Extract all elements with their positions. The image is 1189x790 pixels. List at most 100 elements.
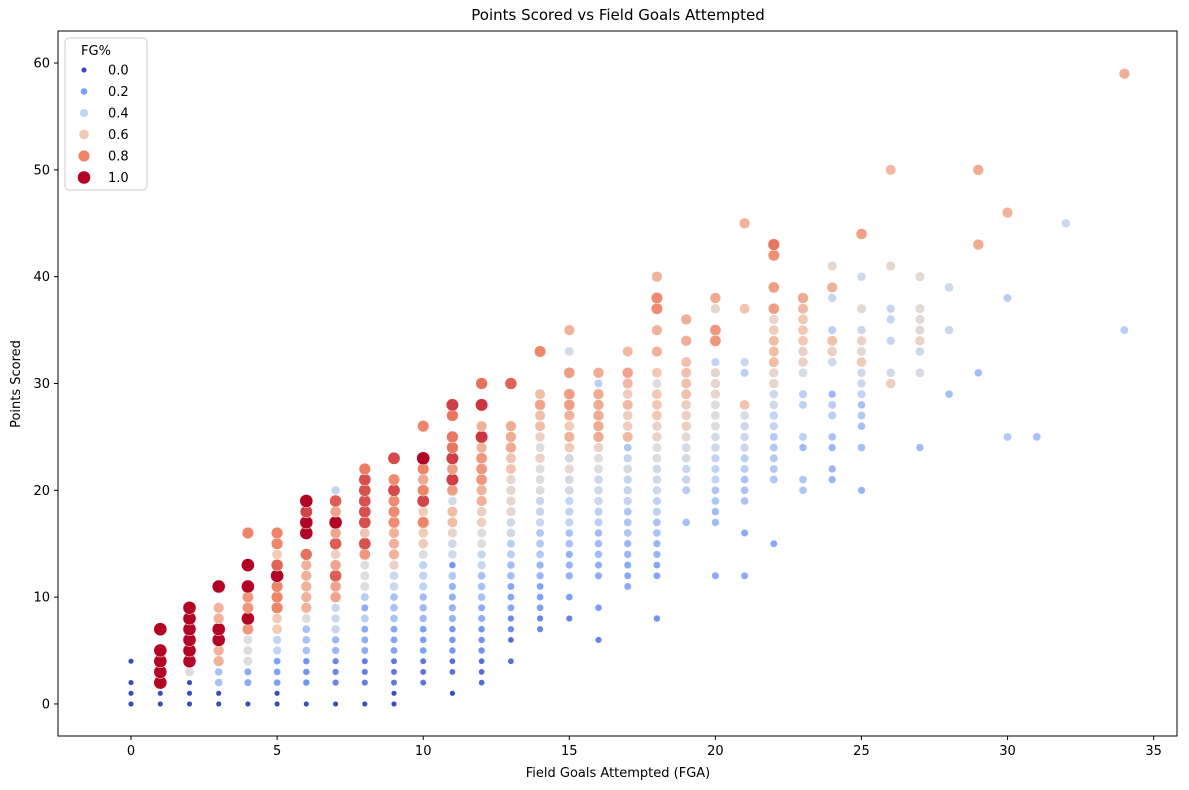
data-point xyxy=(476,549,487,560)
data-point xyxy=(390,690,398,697)
data-point xyxy=(1061,218,1071,229)
data-point xyxy=(710,421,721,432)
data-point xyxy=(592,388,605,400)
data-point xyxy=(272,645,282,656)
data-point xyxy=(767,302,780,315)
data-point xyxy=(476,442,488,454)
data-point xyxy=(857,443,866,452)
data-point xyxy=(332,668,340,676)
data-point xyxy=(857,486,866,495)
data-point xyxy=(565,571,574,580)
data-point xyxy=(390,679,398,687)
data-point xyxy=(797,356,809,368)
data-point xyxy=(186,679,193,686)
data-point xyxy=(329,494,342,508)
data-point xyxy=(418,560,428,570)
data-point xyxy=(388,559,400,571)
data-point xyxy=(769,432,779,442)
data-point xyxy=(740,464,750,474)
data-point xyxy=(506,560,516,570)
data-point xyxy=(505,474,516,485)
data-point xyxy=(418,581,428,592)
data-point xyxy=(593,474,604,485)
data-point xyxy=(623,550,632,559)
data-point xyxy=(330,613,341,624)
data-point xyxy=(417,473,429,486)
data-point xyxy=(477,646,486,655)
data-point xyxy=(359,560,370,571)
data-point xyxy=(681,485,691,495)
data-point xyxy=(709,324,722,337)
data-point xyxy=(565,528,574,538)
legend-label: 1.0 xyxy=(108,171,129,186)
data-point xyxy=(857,411,866,420)
data-point xyxy=(827,357,838,367)
data-point xyxy=(505,485,516,496)
data-point xyxy=(680,388,692,400)
data-point xyxy=(915,346,925,357)
data-point xyxy=(563,399,576,411)
data-point xyxy=(680,367,692,379)
points-layer xyxy=(127,68,1131,708)
data-point xyxy=(651,421,663,432)
data-point xyxy=(564,463,575,475)
data-point xyxy=(358,483,372,497)
legend-marker xyxy=(80,87,88,96)
data-point xyxy=(418,571,428,581)
data-point xyxy=(711,571,720,580)
data-point xyxy=(127,700,135,708)
data-point xyxy=(505,431,517,443)
data-point xyxy=(710,357,720,367)
data-point xyxy=(534,399,546,411)
data-point xyxy=(536,582,544,591)
data-point xyxy=(300,559,312,571)
data-point xyxy=(445,451,459,465)
data-point xyxy=(475,463,488,475)
data-point xyxy=(565,539,574,549)
x-axis-ticks: 0 5 10 15 20 25 30 35 xyxy=(127,736,1162,759)
data-point xyxy=(418,549,429,560)
data-point xyxy=(769,443,779,453)
y-tick-label: 0 xyxy=(42,697,50,712)
data-point xyxy=(243,667,252,676)
data-point xyxy=(710,432,721,442)
data-point xyxy=(769,464,779,474)
data-point xyxy=(767,238,780,251)
data-point xyxy=(711,507,720,516)
data-point xyxy=(740,529,749,537)
data-point xyxy=(389,581,399,592)
data-point xyxy=(390,646,398,655)
data-point xyxy=(273,678,281,687)
data-point xyxy=(797,335,809,347)
data-point xyxy=(302,657,310,665)
data-point xyxy=(565,550,574,559)
data-point xyxy=(623,582,632,591)
data-point xyxy=(416,494,430,508)
data-point xyxy=(476,420,488,432)
data-point xyxy=(623,571,632,580)
data-point xyxy=(681,474,691,485)
data-point xyxy=(797,303,809,315)
data-point xyxy=(651,378,662,389)
x-tick-label: 0 xyxy=(127,744,135,759)
data-point xyxy=(1003,432,1012,442)
data-point xyxy=(711,496,720,506)
data-point xyxy=(271,601,284,614)
data-point xyxy=(302,678,310,687)
data-point xyxy=(594,561,603,570)
data-point xyxy=(534,453,546,464)
data-point xyxy=(478,679,485,686)
x-axis-label: Field Goals Attempted (FGA) xyxy=(526,766,711,781)
data-point xyxy=(332,679,340,687)
data-point xyxy=(652,528,662,538)
data-point xyxy=(329,580,342,593)
data-point xyxy=(622,377,634,390)
data-point xyxy=(127,690,135,697)
data-point xyxy=(797,314,809,325)
data-point xyxy=(885,378,896,389)
data-point xyxy=(857,400,866,410)
data-point xyxy=(303,700,310,708)
data-point xyxy=(242,634,253,645)
data-point xyxy=(651,324,663,336)
data-point xyxy=(855,228,868,240)
